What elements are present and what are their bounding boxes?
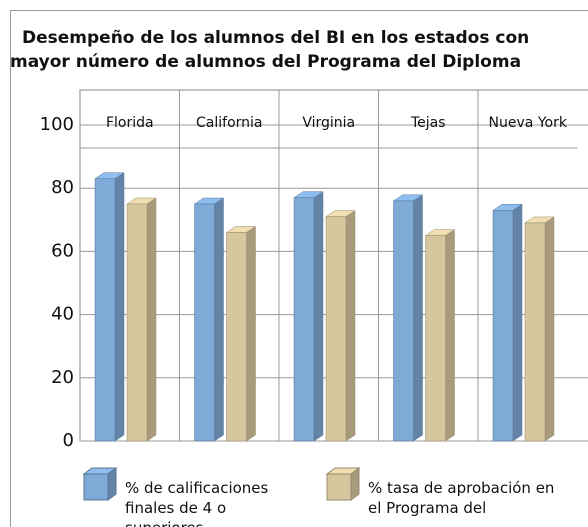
bar-side [214,197,224,442]
y-tick-label: 60 [51,240,74,261]
bar [226,232,247,442]
bar [126,203,148,442]
category-label: Florida [106,115,154,131]
swatch-side [350,467,360,501]
bar-side [146,197,157,442]
bar-side [544,216,555,442]
bar [293,197,315,442]
y-tick-label: 20 [51,367,74,388]
bar-side [246,225,256,442]
legend-label: % tasa de aprobación en el Programa del [368,479,555,517]
bar-side [313,191,324,442]
title-line: Desempeño de los alumnos del BI en los e… [22,28,530,48]
bar [94,178,116,442]
y-tick-label: 80 [51,177,74,198]
legend-swatch [82,467,118,501]
bar [194,203,215,442]
bar-side [413,194,423,442]
bar-side [445,229,455,442]
title-line: mayor número de alumnos del Programa del… [10,52,522,72]
legend-swatch [325,467,361,501]
bar-side [512,203,523,442]
swatch-side [107,467,117,501]
bar [393,200,414,442]
bar [492,210,514,442]
y-tick-label: 40 [51,304,74,325]
bar-side [114,172,125,442]
swatch-front [326,473,352,501]
category-label: Virginia [302,115,355,131]
bar [325,216,347,442]
y-tick-label: 100 [40,114,74,135]
category-label: Tejas [410,115,446,131]
swatch-front [83,473,109,501]
bar [425,235,446,442]
y-tick-label: 0 [63,430,74,451]
bar [524,222,546,442]
bar-side [345,210,356,442]
category-label: California [196,115,262,131]
frame [10,10,588,527]
category-label: Nueva York [489,115,568,131]
legend-label: % de calificaciones finales de 4 o super… [125,479,269,527]
